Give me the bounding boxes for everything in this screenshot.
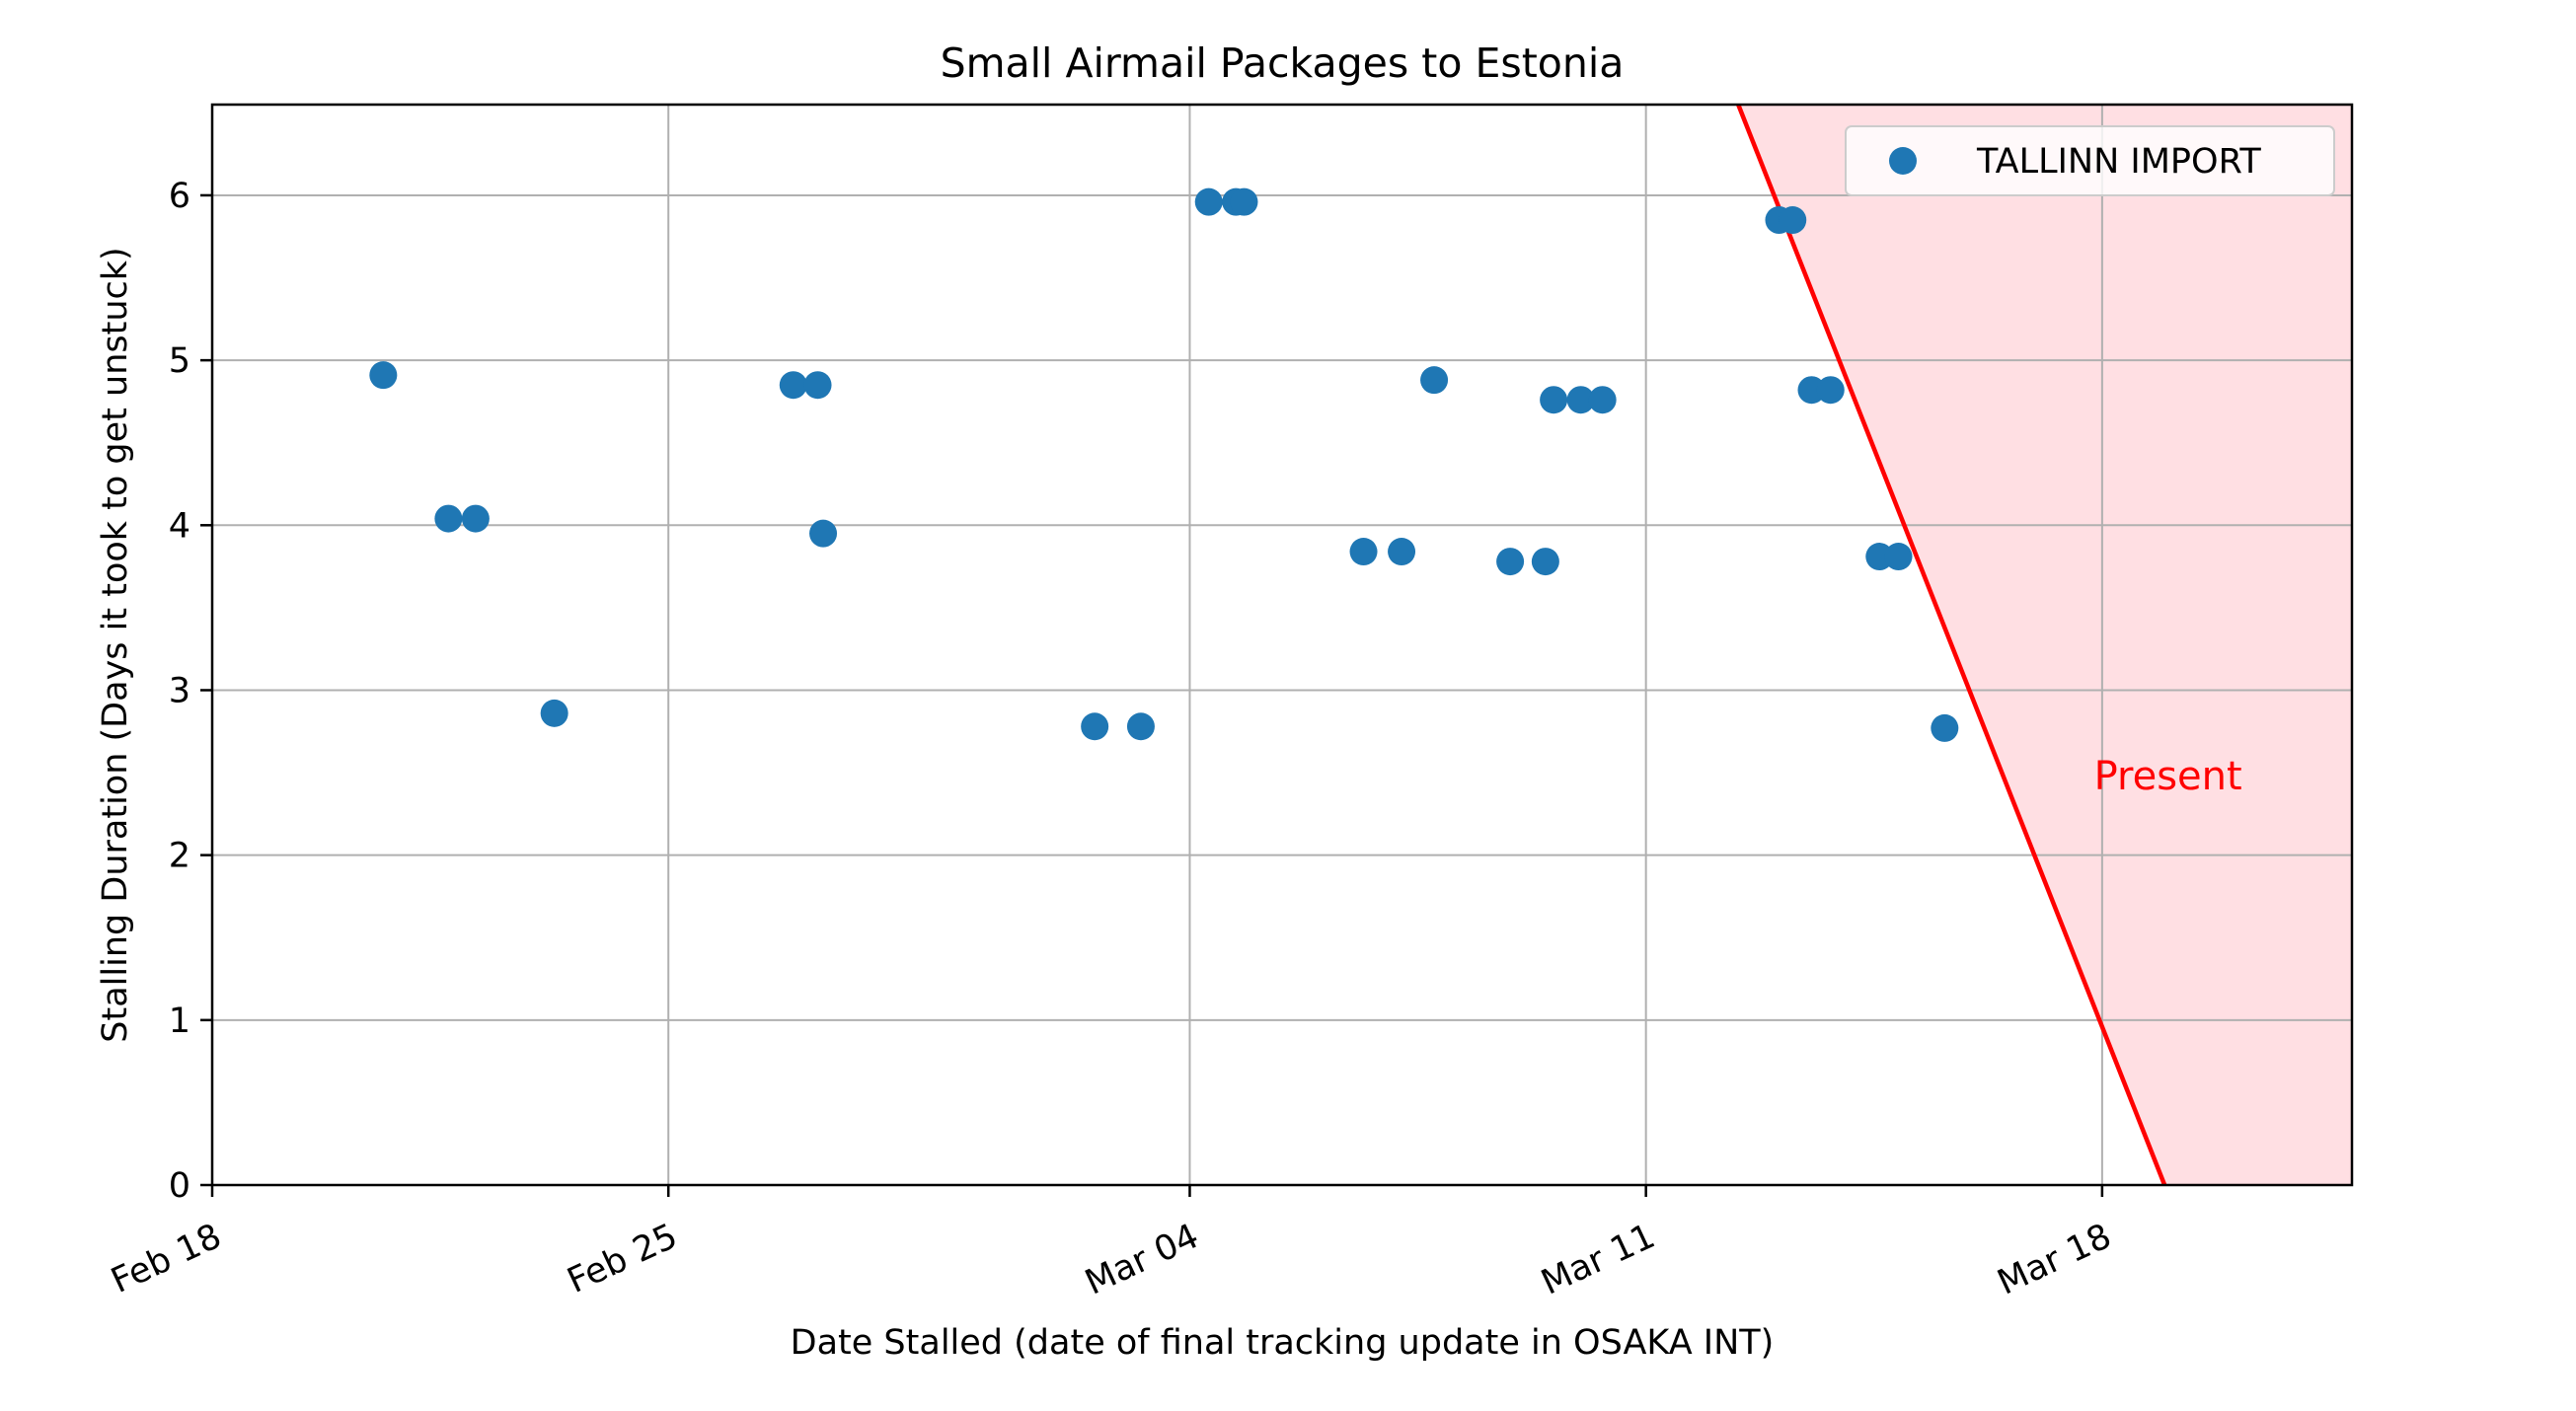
data-point [1884, 543, 1913, 571]
data-point [1588, 386, 1617, 414]
data-point [369, 361, 398, 390]
data-point [1388, 538, 1416, 566]
data-point [803, 371, 832, 400]
y-tick-label: 4 [169, 506, 190, 546]
data-point [1194, 187, 1223, 216]
data-point [779, 371, 807, 400]
present-label: Present [2094, 754, 2242, 799]
legend-box [1845, 125, 2335, 196]
data-point [1816, 376, 1845, 405]
y-tick-label: 0 [169, 1166, 190, 1206]
y-tick-label: 5 [169, 341, 190, 381]
legend-label: TALLINN IMPORT [1976, 142, 2261, 182]
data-point [1531, 548, 1559, 576]
data-point [1349, 538, 1378, 566]
data-point [1230, 187, 1258, 216]
data-point [1865, 543, 1894, 571]
data-point [1081, 712, 1109, 741]
y-tick-label: 6 [169, 177, 190, 216]
data-point [809, 519, 838, 548]
chart-title: Small Airmail Packages to Estonia [941, 39, 1625, 87]
data-point [1779, 206, 1807, 235]
data-point [1797, 376, 1826, 405]
y-tick-label: 3 [169, 671, 190, 710]
present-line-layer [1736, 104, 2167, 1186]
legend-marker [1889, 147, 1917, 175]
x-axis-label: Date Stalled (date of final tracking upd… [791, 1323, 1775, 1363]
data-point [1126, 712, 1155, 741]
y-tick-label: 2 [169, 837, 190, 876]
data-point [1496, 548, 1525, 576]
data-point [1566, 386, 1595, 414]
data-point [461, 504, 490, 533]
present-line [1736, 104, 2167, 1186]
data-point [1420, 366, 1449, 395]
y-axis-label: Stalling Duration (Days it took to get u… [96, 247, 135, 1042]
data-point [540, 699, 568, 727]
data-point [434, 504, 463, 533]
data-point [1931, 713, 1959, 742]
legend: TALLINN IMPORT [1845, 125, 2335, 196]
y-tick-label: 1 [169, 1002, 190, 1041]
present-region [1738, 105, 2352, 1185]
scatter-points [369, 187, 1959, 742]
data-point [1540, 386, 1568, 414]
plot-frame [210, 103, 2354, 1187]
present-region-layer [1738, 105, 2352, 1185]
